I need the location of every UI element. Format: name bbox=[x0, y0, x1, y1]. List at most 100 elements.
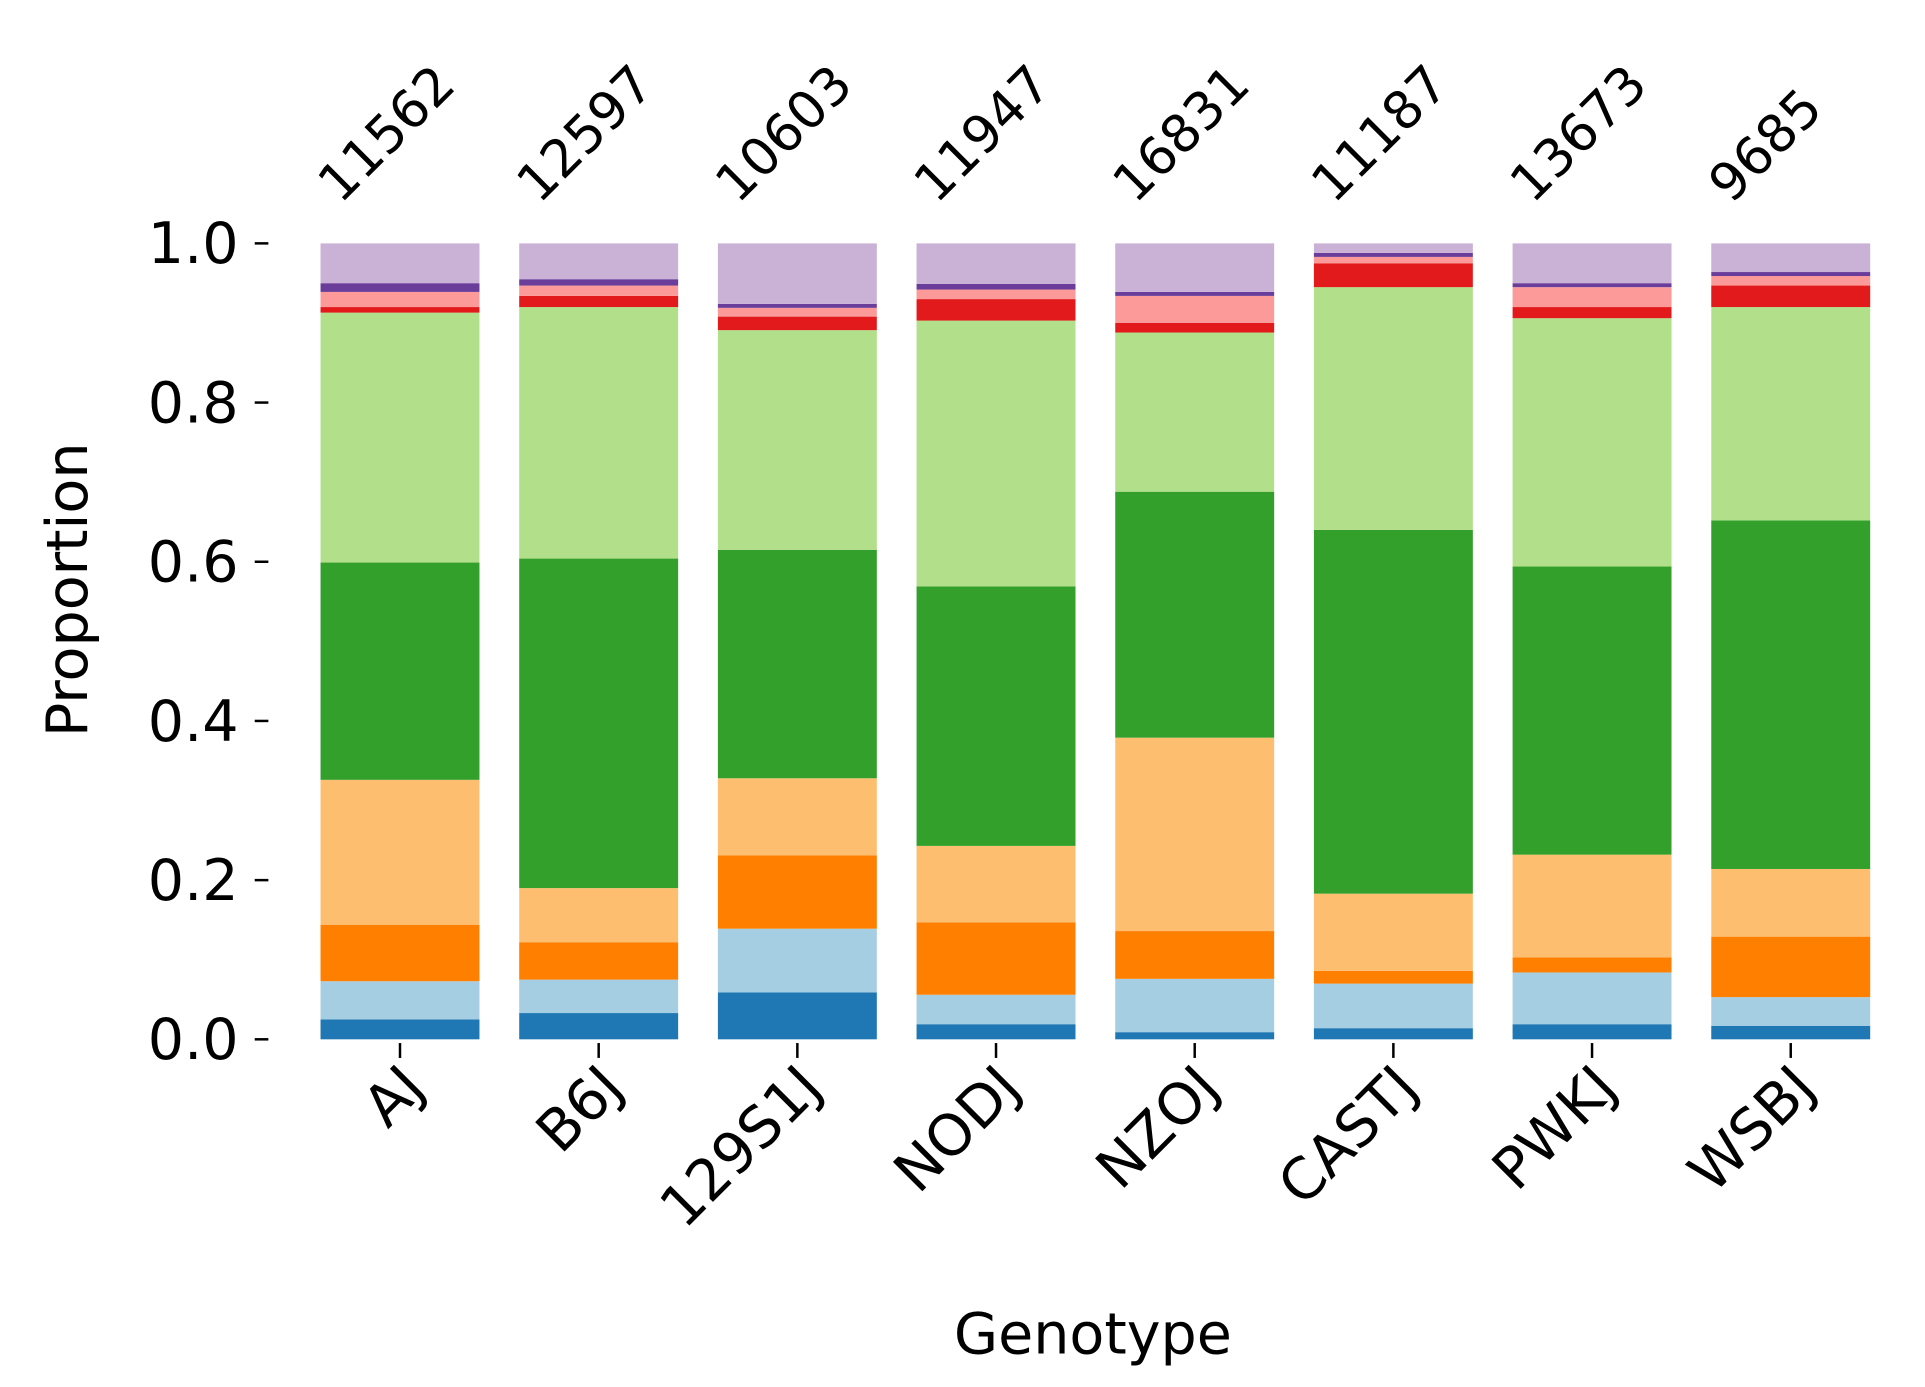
bar-segment bbox=[1115, 931, 1275, 979]
bar-segment bbox=[1711, 285, 1871, 308]
bar-segment bbox=[916, 922, 1076, 995]
bar-segment bbox=[1115, 978, 1275, 1033]
bar-segment bbox=[519, 888, 679, 943]
bar-segment bbox=[1711, 868, 1871, 937]
bar-total-label: 13673 bbox=[1499, 54, 1659, 214]
bar-total-label: 16831 bbox=[1102, 54, 1262, 214]
bar-segment bbox=[1711, 936, 1871, 998]
bar-segment bbox=[1313, 970, 1473, 984]
x-tick-label: PWKJ bbox=[1480, 1053, 1629, 1202]
bar-segment bbox=[1512, 957, 1672, 973]
bar-segment bbox=[1711, 272, 1871, 277]
bar-segment bbox=[1313, 983, 1473, 1029]
bar-segment bbox=[1512, 318, 1672, 567]
y-tick-label: 1.0 bbox=[148, 211, 239, 277]
y-tick-label: 0.0 bbox=[148, 1007, 239, 1073]
bar-segment bbox=[519, 979, 679, 1014]
bar-segment bbox=[519, 285, 679, 296]
bar-segment bbox=[916, 994, 1076, 1025]
bar-segment bbox=[1512, 243, 1672, 284]
x-tick-label: WSBJ bbox=[1676, 1053, 1828, 1205]
x-tick-label: B6J bbox=[524, 1053, 636, 1165]
bar-segment bbox=[1115, 322, 1275, 333]
bar-segment bbox=[717, 928, 877, 993]
bar-segment bbox=[519, 307, 679, 559]
bar-total-label: 10603 bbox=[705, 54, 865, 214]
bar-segment bbox=[1115, 295, 1275, 323]
bar-segment bbox=[717, 307, 877, 317]
bar-segment bbox=[916, 320, 1076, 587]
bar-segment bbox=[320, 779, 480, 925]
bar-segment bbox=[1711, 1025, 1871, 1040]
x-tick-label: NODJ bbox=[882, 1053, 1034, 1205]
bar-segment bbox=[1512, 854, 1672, 958]
bar-total-label: 12597 bbox=[506, 54, 666, 214]
bar-segment bbox=[717, 992, 877, 1040]
bar-segment bbox=[1711, 997, 1871, 1026]
bar-segment bbox=[519, 942, 679, 980]
bar-segment bbox=[519, 558, 679, 889]
bar-segment bbox=[1512, 307, 1672, 319]
x-tick-label: AJ bbox=[351, 1053, 437, 1139]
bar-segment bbox=[1711, 276, 1871, 286]
x-tick-label: 129S1J bbox=[648, 1053, 835, 1240]
bar-segment bbox=[1512, 287, 1672, 308]
bar-segment bbox=[320, 1019, 480, 1040]
bar-segment bbox=[916, 845, 1076, 923]
bar-segment bbox=[1711, 243, 1871, 273]
bar-total-label: 11947 bbox=[903, 54, 1063, 214]
bar-segment bbox=[1115, 332, 1275, 492]
bar-segment bbox=[320, 981, 480, 1020]
bar-segment bbox=[916, 586, 1076, 846]
bar-segment bbox=[1512, 972, 1672, 1025]
bar-segment bbox=[1313, 287, 1473, 530]
bar-segment bbox=[916, 289, 1076, 300]
y-tick-label: 0.2 bbox=[148, 848, 239, 914]
bar-total-label: 11562 bbox=[307, 54, 467, 214]
bar-segment bbox=[320, 283, 480, 292]
bar-segment bbox=[1115, 1032, 1275, 1040]
bar-segment bbox=[916, 1024, 1076, 1040]
bar-segment bbox=[320, 924, 480, 982]
bar-segment bbox=[1711, 307, 1871, 521]
bar-segment bbox=[717, 303, 877, 308]
bar-segment bbox=[1313, 1028, 1473, 1040]
bar-segment bbox=[1313, 263, 1473, 288]
bar-segment bbox=[519, 295, 679, 308]
bar-segment bbox=[1115, 243, 1275, 292]
bar-segment bbox=[1313, 252, 1473, 257]
bar-segment bbox=[1512, 283, 1672, 288]
bar-segment bbox=[320, 312, 480, 563]
bar-total-label: 11187 bbox=[1301, 54, 1461, 214]
bar-segment bbox=[717, 855, 877, 929]
bar-segment bbox=[320, 307, 480, 313]
bar-segment bbox=[1313, 893, 1473, 971]
y-tick-label: 0.6 bbox=[148, 530, 239, 596]
y-tick-label: 0.8 bbox=[148, 370, 239, 436]
bar-segment bbox=[1313, 243, 1473, 253]
bar-segment bbox=[717, 330, 877, 550]
bar-segment bbox=[1115, 291, 1275, 296]
bar-segment bbox=[717, 243, 877, 304]
x-axis-label: Genotype bbox=[954, 1301, 1232, 1367]
bar-segment bbox=[1313, 529, 1473, 894]
bar-segment bbox=[519, 279, 679, 286]
bar-total-label: 9685 bbox=[1698, 78, 1834, 214]
x-tick-label: NZOJ bbox=[1084, 1053, 1232, 1201]
bar-segment bbox=[1313, 256, 1473, 264]
bar-segment bbox=[519, 243, 679, 280]
x-tick-label: CASTJ bbox=[1266, 1053, 1431, 1218]
bar-segment bbox=[1115, 737, 1275, 932]
bar-segment bbox=[1711, 520, 1871, 869]
y-axis-label: Proportion bbox=[35, 442, 101, 737]
bar-segment bbox=[916, 283, 1076, 290]
bar-segment bbox=[717, 778, 877, 856]
bar-segment bbox=[519, 1013, 679, 1040]
bar-segment bbox=[1512, 566, 1672, 855]
bar-segment bbox=[916, 299, 1076, 321]
bar-segment bbox=[320, 243, 480, 284]
bar-segment bbox=[717, 316, 877, 331]
bar-segment bbox=[320, 291, 480, 308]
bar-segment bbox=[1115, 491, 1275, 738]
